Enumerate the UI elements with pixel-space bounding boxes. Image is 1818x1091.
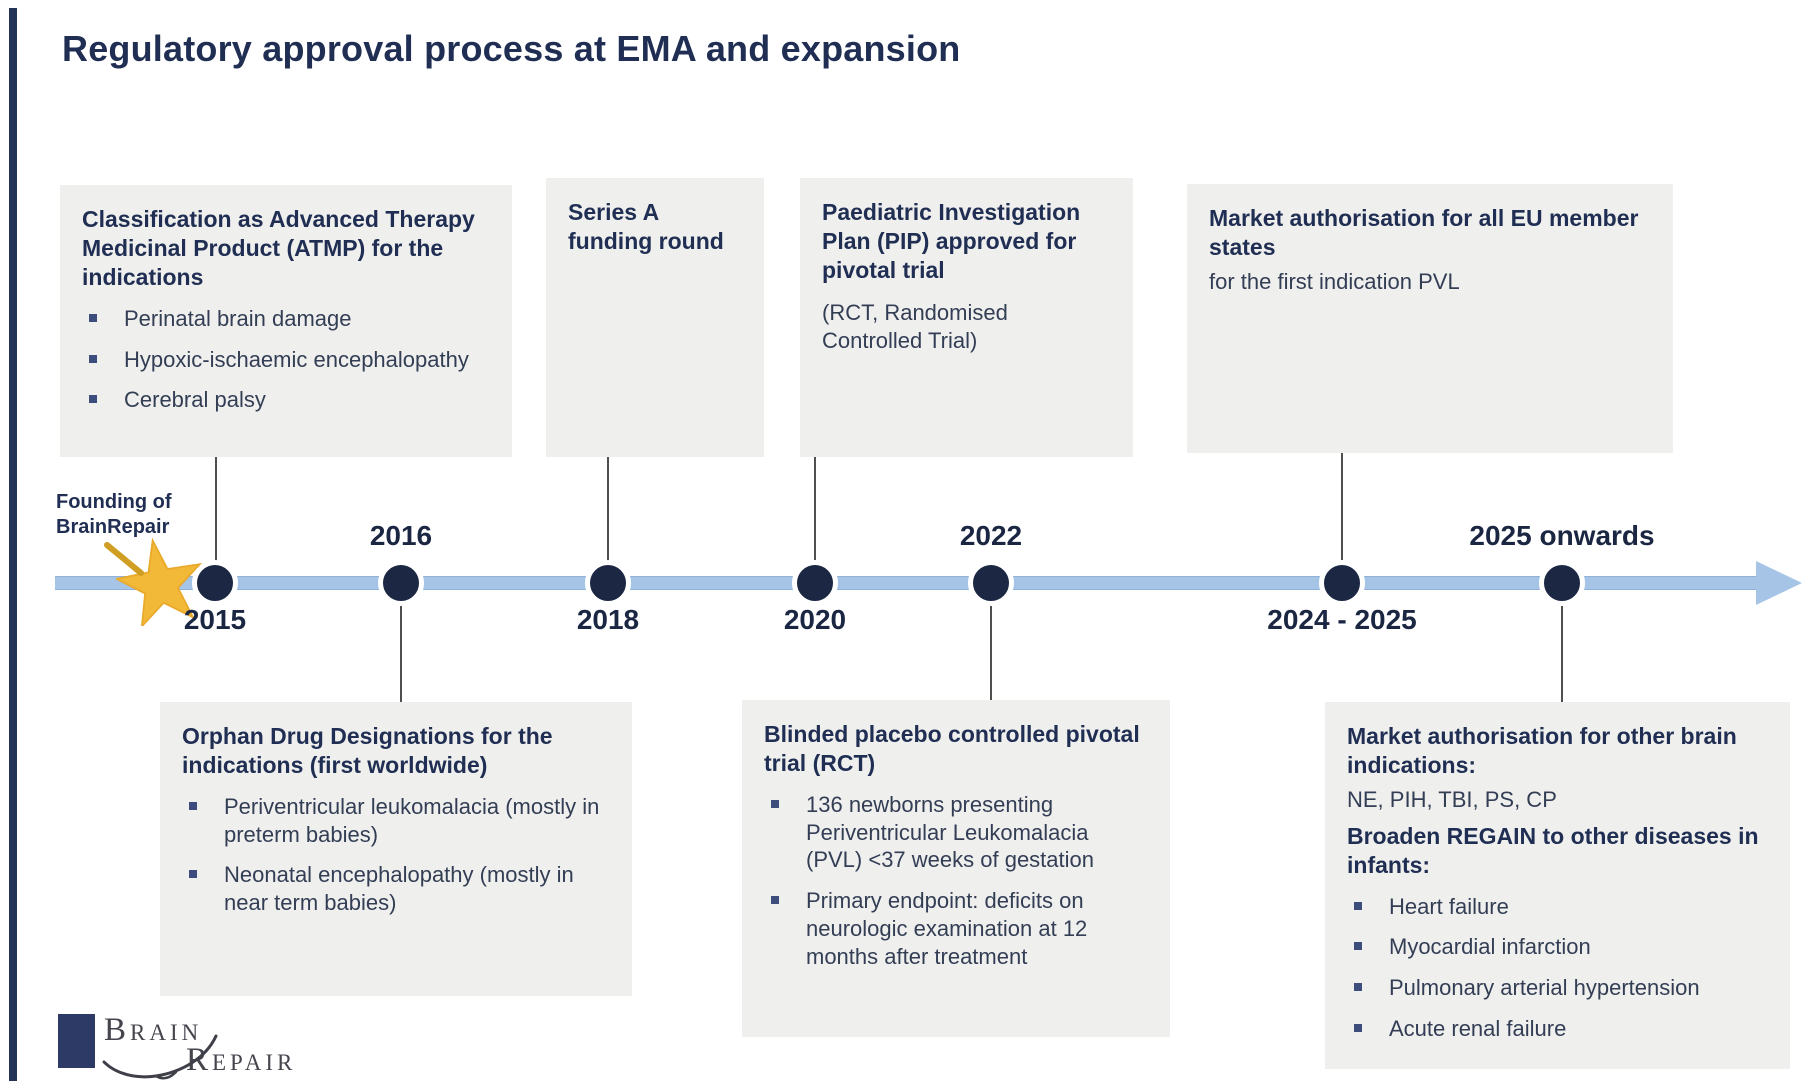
bullet-text: Primary endpoint: deficits on neurologic… <box>806 888 1088 969</box>
square-bullet-icon <box>1354 1023 1362 1032</box>
timeline-dot-2024-2025 <box>1319 560 1365 606</box>
connector-line-2018 <box>607 457 609 565</box>
square-bullet-icon <box>771 896 779 905</box>
timeline-arrow-icon <box>1756 561 1802 605</box>
connector-line-2025-onwards <box>1561 602 1563 702</box>
bullet-item: Hypoxic-ischaemic encephalopathy <box>82 346 490 374</box>
founding-label-line1: Founding of <box>56 491 172 513</box>
box-orphan-drug-title: Orphan Drug Designations for the indicat… <box>182 723 553 778</box>
connector-line-2024-2025 <box>1341 453 1343 565</box>
box-series-a-title: Series A funding round <box>568 199 724 254</box>
logo-text-brain: Brain <box>104 1012 203 1048</box>
logo-mark <box>58 1014 95 1068</box>
year-label-2020: 2020 <box>783 604 847 635</box>
connector-line-2016 <box>400 602 402 702</box>
bullet-item: Primary endpoint: deficits on neurologic… <box>764 887 1148 970</box>
connector-line-2020 <box>814 457 816 565</box>
timeline-bar <box>55 576 1760 590</box>
bullet-text: Pulmonary arterial hypertension <box>1389 975 1700 1001</box>
left-accent-bar <box>9 8 17 1081</box>
bullet-text: Neonatal encephalopathy (mostly in near … <box>224 862 574 916</box>
square-bullet-icon <box>189 870 197 879</box>
box-market-auth-other: Market authorisation for other brain ind… <box>1325 702 1790 1069</box>
year-label-2022: 2022 <box>959 520 1023 551</box>
year-label-2024-2025: 2024 - 2025 <box>1267 604 1417 635</box>
bullet-text: 136 newborns presenting Periventricular … <box>806 791 1094 873</box>
box-atmp-title: Classification as Advanced Therapy Medic… <box>82 206 475 290</box>
timeline-dot-2022 <box>968 560 1014 606</box>
box-pip-title: Paediatric Investigation Plan (PIP) appr… <box>822 199 1081 283</box>
square-bullet-icon <box>89 395 97 404</box>
square-bullet-icon <box>1354 983 1362 992</box>
square-bullet-icon <box>1354 901 1362 910</box>
year-label-2018: 2018 <box>576 604 640 635</box>
bullet-item: Cerebral palsy <box>82 386 490 414</box>
year-label-2016: 2016 <box>369 520 433 551</box>
square-bullet-icon <box>771 799 779 808</box>
box-broaden-regain-title: Broaden REGAIN to other diseases in infa… <box>1347 822 1759 878</box>
star-icon <box>116 538 203 626</box>
bullet-item: 136 newborns presenting Periventricular … <box>764 791 1148 874</box>
box-market-auth-other-title: Market authorisation for other brain ind… <box>1347 723 1737 778</box>
bullet-text: Acute renal failure <box>1389 1015 1567 1041</box>
box-series-a: Series A funding round <box>546 178 764 457</box>
box-market-auth-other-subtitle: NE, PIH, TBI, PS, CP <box>1347 786 1557 812</box>
logo-swoosh-icon <box>102 1034 218 1080</box>
box-market-auth-eu-body: for the first indication PVL <box>1209 268 1460 294</box>
founding-label-line2: BrainRepair <box>56 516 170 538</box>
timeline-dot-2025-onwards <box>1539 560 1585 606</box>
timeline-dot-2020 <box>792 560 838 606</box>
logo-text-repair: Repair <box>186 1042 297 1078</box>
year-label-2025-onwards: 2025 onwards <box>1469 520 1655 551</box>
timeline-dot-2015 <box>192 560 238 606</box>
timeline-dot-2016 <box>378 560 424 606</box>
bullet-item: Perinatal brain damage <box>82 305 490 333</box>
bullet-text: Cerebral palsy <box>124 387 266 413</box>
timeline-dot-2018 <box>585 560 631 606</box>
box-pip-body: (RCT, Randomised Controlled Trial) <box>822 299 1008 353</box>
box-pip: Paediatric Investigation Plan (PIP) appr… <box>800 178 1133 457</box>
box-atmp-classification: Classification as Advanced Therapy Medic… <box>60 185 512 457</box>
bullet-text: Perinatal brain damage <box>124 305 352 331</box>
bullet-item: Neonatal encephalopathy (mostly in near … <box>182 861 610 916</box>
square-bullet-icon <box>189 801 197 810</box>
year-label-2015: 2015 <box>183 604 247 635</box>
bullet-item: Pulmonary arterial hypertension <box>1347 974 1768 1002</box>
box-pivotal-trial: Blinded placebo controlled pivotal trial… <box>742 700 1170 1037</box>
box-market-auth-eu: Market authorisation for all EU member s… <box>1187 184 1673 453</box>
box-orphan-drug: Orphan Drug Designations for the indicat… <box>160 702 632 996</box>
page-title: Regulatory approval process at EMA and e… <box>62 28 961 69</box>
founding-label: Founding of BrainRepair <box>56 490 172 540</box>
bullet-item: Myocardial infarction <box>1347 933 1768 961</box>
connector-line-2015 <box>215 457 217 565</box>
bullet-item: Acute renal failure <box>1347 1015 1768 1043</box>
bullet-item: Heart failure <box>1347 893 1768 921</box>
box-market-auth-eu-title: Market authorisation for all EU member s… <box>1209 205 1639 260</box>
bullet-text: Myocardial infarction <box>1389 934 1591 960</box>
bullet-text: Heart failure <box>1389 893 1509 919</box>
bullet-text: Periventricular leukomalacia (mostly in … <box>224 793 600 847</box>
bullet-item: Periventricular leukomalacia (mostly in … <box>182 793 610 848</box>
square-bullet-icon <box>89 313 97 322</box>
bullet-text: Hypoxic-ischaemic encephalopathy <box>124 346 469 372</box>
founding-pointer-line-icon <box>104 542 144 576</box>
square-bullet-icon <box>1354 942 1362 951</box>
box-pivotal-trial-title: Blinded placebo controlled pivotal trial… <box>764 721 1140 776</box>
connector-line-2022 <box>990 602 992 700</box>
square-bullet-icon <box>89 354 97 363</box>
